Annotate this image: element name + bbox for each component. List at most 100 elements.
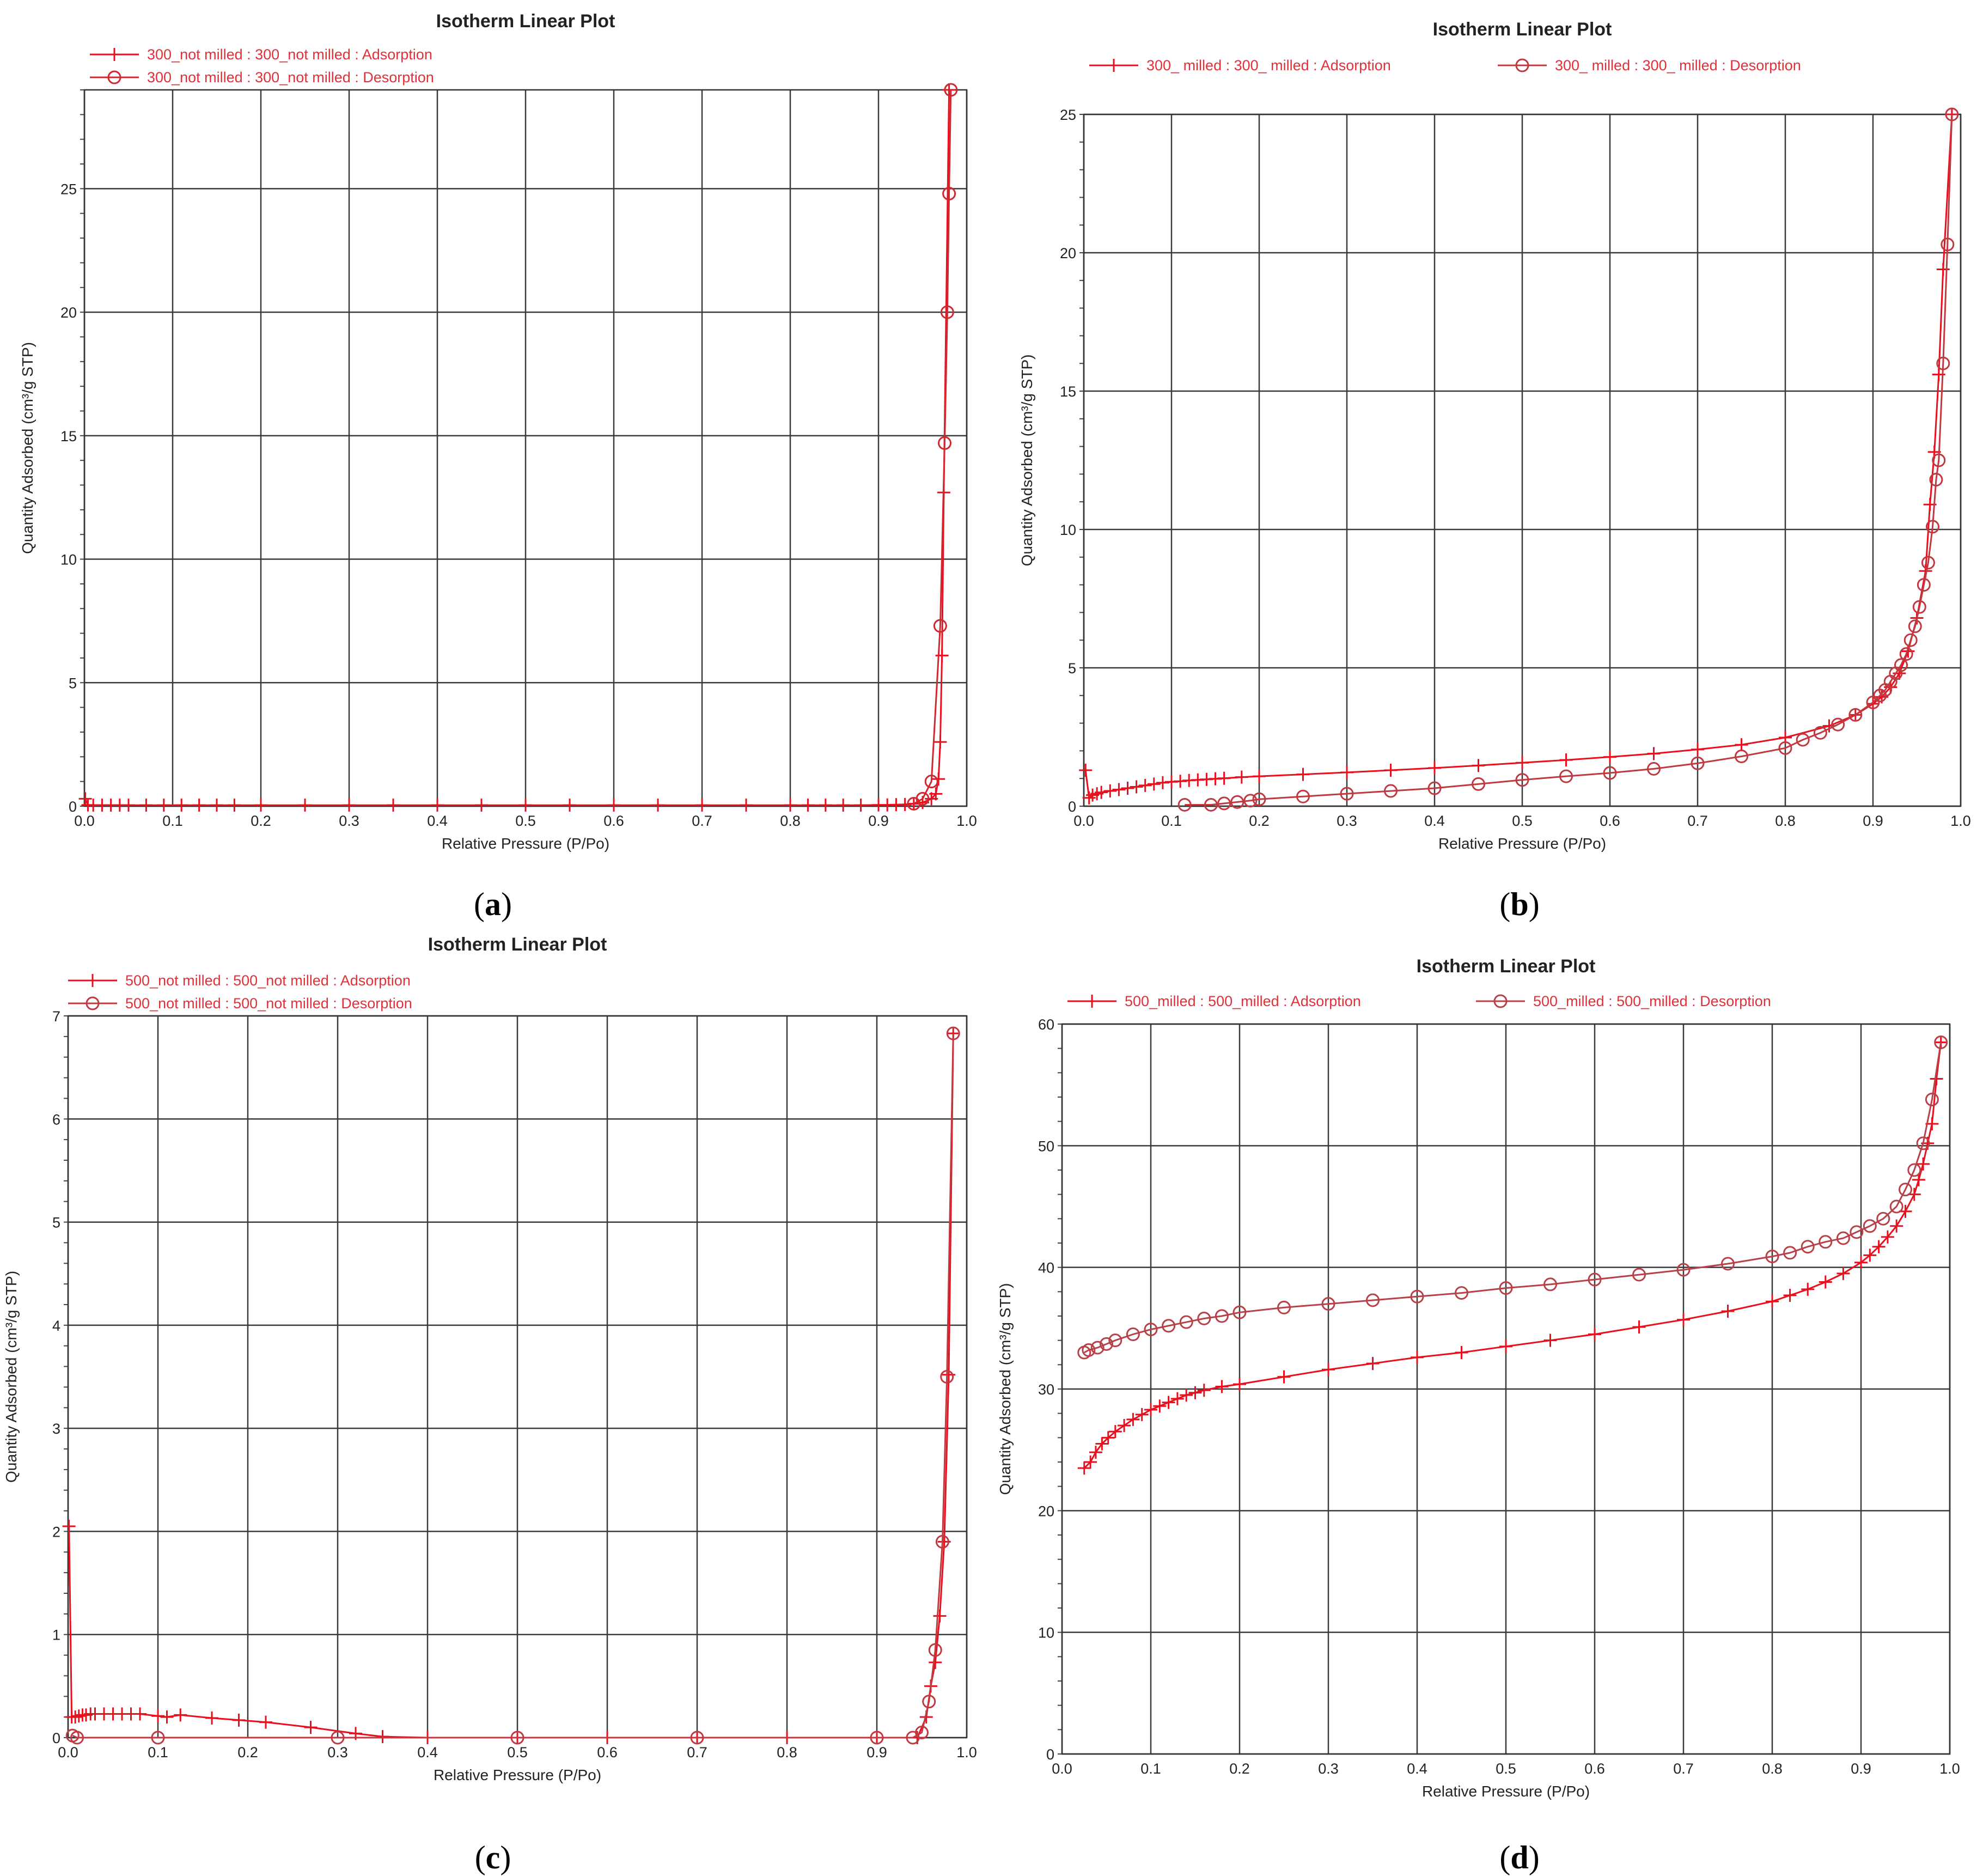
- data-point: [1866, 696, 1880, 709]
- x-tick-label: 0.6: [1600, 813, 1620, 829]
- x-tick-label: 0.5: [515, 813, 536, 829]
- data-point: [1138, 778, 1152, 792]
- data-point: [1890, 1219, 1903, 1233]
- legend-item: 300_ milled : 300_ milled : Desorption: [1498, 57, 1801, 74]
- data-point: [210, 799, 223, 812]
- x-tick-label: 0.7: [1673, 1761, 1694, 1777]
- x-tick-label: 0.0: [58, 1744, 78, 1761]
- data-point: [935, 649, 949, 662]
- y-tick-label: 0: [1046, 1746, 1054, 1763]
- y-tick-label: 10: [1060, 522, 1076, 538]
- data-point: [519, 799, 532, 812]
- x-tick-label: 0.8: [1762, 1761, 1783, 1777]
- data-point: [1543, 1277, 1557, 1292]
- series-line: [1083, 1042, 1942, 1469]
- data-point: [1090, 1341, 1105, 1355]
- data-point: [1077, 1345, 1091, 1360]
- data-point: [431, 799, 444, 812]
- data-point: [1783, 1246, 1797, 1260]
- legend-label: 500_milled : 500_milled : Adsorption: [1125, 993, 1361, 1009]
- data-point: [72, 1709, 86, 1723]
- data-point: [62, 1519, 76, 1533]
- y-tick-label: 15: [1060, 383, 1076, 400]
- data-point: [1588, 1327, 1601, 1341]
- series-line: [1084, 1042, 1942, 1354]
- data-point: [228, 799, 241, 812]
- series-desorption: [65, 1026, 960, 1745]
- data-point: [1819, 1235, 1833, 1249]
- data-point: [1410, 1289, 1424, 1304]
- x-tick-label: 0.6: [1584, 1761, 1605, 1777]
- data-point: [1162, 1319, 1176, 1333]
- data-point: [928, 1643, 942, 1657]
- data-point: [1603, 766, 1617, 780]
- data-point: [924, 775, 938, 789]
- x-tick-label: 0.9: [867, 1744, 887, 1761]
- data-point: [1384, 784, 1398, 798]
- y-tick-label: 0: [69, 799, 77, 815]
- legend-item: 300_not milled : 300_not milled : Desorp…: [90, 69, 434, 86]
- series-line: [1185, 114, 1953, 806]
- data-point: [1941, 237, 1955, 252]
- data-point: [1243, 794, 1258, 808]
- data-point: [929, 1655, 942, 1669]
- data-point: [65, 1728, 80, 1743]
- data-point: [1118, 1419, 1131, 1432]
- data-point: [122, 799, 135, 812]
- data-point: [1677, 1313, 1690, 1326]
- data-point: [1936, 263, 1950, 276]
- data-point: [819, 799, 832, 812]
- data-point: [1277, 1370, 1291, 1384]
- data-point: [232, 1713, 246, 1727]
- y-tick-label: 5: [52, 1215, 60, 1231]
- legend-marker: [1107, 59, 1120, 72]
- data-point: [1813, 726, 1827, 740]
- data-point: [1411, 1350, 1424, 1364]
- data-point: [1455, 1346, 1468, 1359]
- data-point: [1156, 776, 1169, 789]
- data-point: [1854, 1256, 1868, 1269]
- data-point: [1912, 600, 1926, 614]
- y-tick-label: 10: [60, 552, 77, 568]
- data-point: [1765, 1250, 1779, 1264]
- data-point: [1082, 791, 1096, 805]
- data-point: [1126, 1412, 1140, 1426]
- data-point: [1929, 473, 1943, 487]
- x-tick-label: 0.9: [868, 813, 889, 829]
- legend-item: 300_not milled : 300_not milled : Adsorp…: [90, 46, 432, 63]
- data-point: [1903, 633, 1918, 647]
- x-tick-label: 0.4: [1407, 1761, 1427, 1777]
- data-point: [1215, 1309, 1229, 1323]
- data-point: [1230, 795, 1244, 809]
- data-point: [343, 799, 356, 812]
- data-point: [69, 1710, 82, 1724]
- data-point: [1253, 770, 1266, 783]
- data-point: [1101, 1431, 1115, 1445]
- data-point: [1296, 789, 1310, 803]
- series-line: [1084, 114, 1953, 800]
- y-tick-label: 5: [1068, 660, 1076, 677]
- legend-label: 500_not milled : 500_not milled : Adsorp…: [125, 972, 411, 989]
- data-point: [1647, 747, 1661, 760]
- data-point: [1340, 766, 1353, 779]
- data-point: [1917, 1157, 1930, 1171]
- x-tick-label: 0.3: [1318, 1761, 1339, 1777]
- data-point: [933, 1609, 947, 1623]
- data-point: [205, 1711, 218, 1725]
- x-tick-label: 1.0: [956, 1744, 977, 1761]
- data-point: [801, 799, 815, 812]
- y-axis-label: Quantity Adsorbed (cm³/g STP): [3, 1271, 20, 1483]
- data-point: [1147, 777, 1161, 791]
- data-point: [1796, 733, 1810, 747]
- data-point: [942, 186, 956, 200]
- y-axis-label: Quantity Adsorbed (cm³/g STP): [997, 1283, 1014, 1495]
- data-point: [1384, 763, 1398, 777]
- data-point: [1721, 1305, 1735, 1318]
- x-tick-label: 0.2: [237, 1744, 258, 1761]
- y-tick-label: 4: [52, 1318, 60, 1334]
- data-point: [1296, 768, 1310, 781]
- panel-caption-letter: c: [486, 1840, 501, 1875]
- data-point: [1084, 1455, 1097, 1469]
- data-point: [938, 436, 951, 450]
- series-line: [68, 1033, 954, 1739]
